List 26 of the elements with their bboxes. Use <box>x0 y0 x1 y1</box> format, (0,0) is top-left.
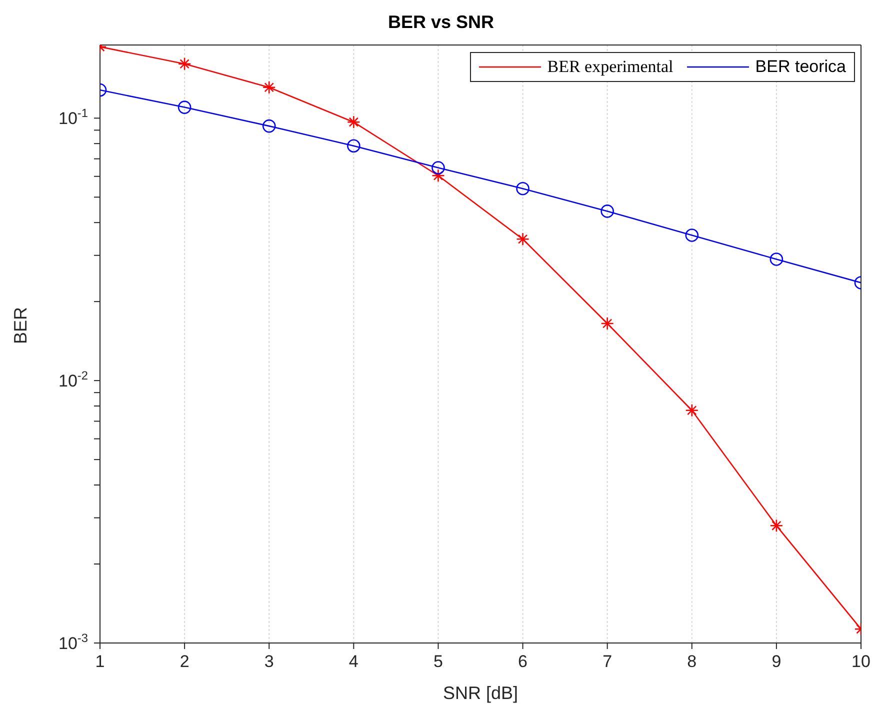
x-tick-label: 6 <box>518 652 528 672</box>
y-axis-title: BER <box>10 306 30 344</box>
point <box>770 252 784 266</box>
chart-title: BER vs SNR <box>386 12 496 33</box>
x-tick-label: 10 <box>852 652 870 672</box>
y-tick-label: 10$^{-1}$ <box>58 106 88 128</box>
x-tick-label: 5 <box>433 652 443 672</box>
point <box>178 100 192 114</box>
x-tick-label: 8 <box>687 652 697 672</box>
point <box>600 204 614 218</box>
x-tick-label: 3 <box>264 652 274 672</box>
point <box>685 228 699 242</box>
legend-label: BER experimental <box>546 57 674 77</box>
y-tick-label: 10$^{-2}$ <box>58 368 88 391</box>
point <box>347 139 360 153</box>
y-tick-label: 10$^{-3}$ <box>58 631 88 653</box>
point <box>516 182 530 196</box>
x-axis-title: SNR [dB] <box>442 683 518 703</box>
x-tick-label: 4 <box>348 652 358 672</box>
legend-label: BER teorica <box>754 57 846 77</box>
x-tick-label: 1 <box>95 652 105 672</box>
point <box>262 119 276 133</box>
x-tick-label: 2 <box>180 652 190 672</box>
point <box>432 161 445 174</box>
x-tick-label: 7 <box>602 652 612 672</box>
x-tick-label: 9 <box>772 652 782 672</box>
